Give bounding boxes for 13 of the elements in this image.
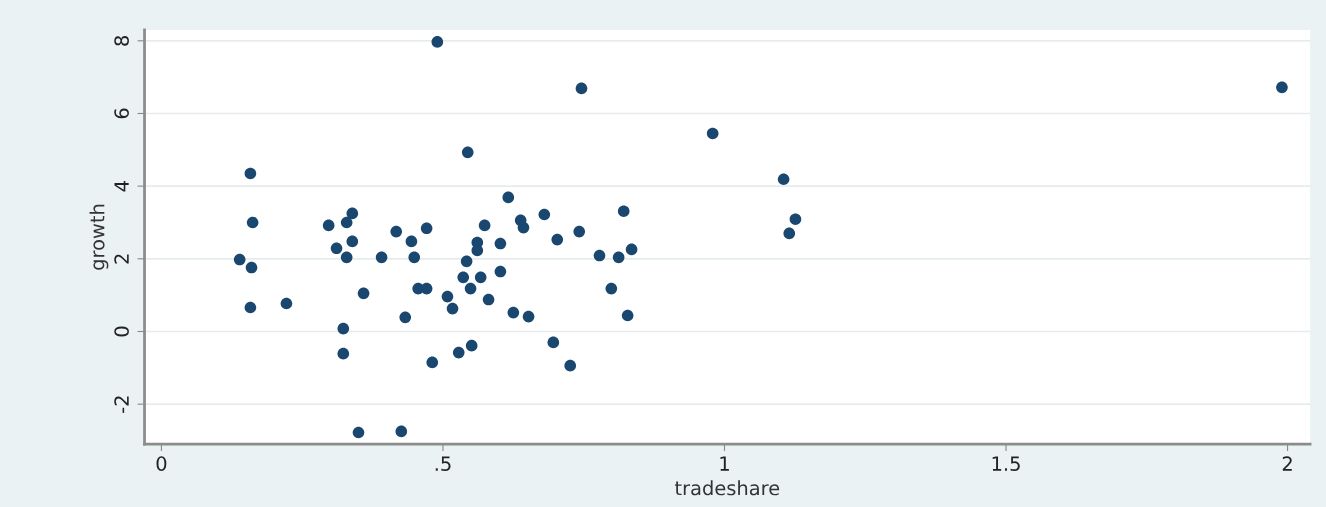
x-tick-label: 2 bbox=[1282, 456, 1292, 471]
x-tick-label: 0 bbox=[156, 456, 167, 471]
y-tick-label: 4 bbox=[114, 181, 129, 192]
y-axis-title: growth bbox=[89, 204, 109, 270]
y-tick-label: 2 bbox=[114, 254, 129, 264]
y-tick-label: 0 bbox=[114, 326, 129, 337]
y-tick-label: 8 bbox=[114, 35, 129, 46]
y-tick-label: -2 bbox=[114, 396, 129, 413]
x-tick-label: 1 bbox=[720, 456, 729, 471]
x-axis-title: tradeshare bbox=[674, 480, 780, 496]
x-tick-label: .5 bbox=[435, 456, 451, 471]
y-tick-label: 6 bbox=[114, 108, 129, 119]
x-tick-label: 1.5 bbox=[992, 456, 1020, 471]
